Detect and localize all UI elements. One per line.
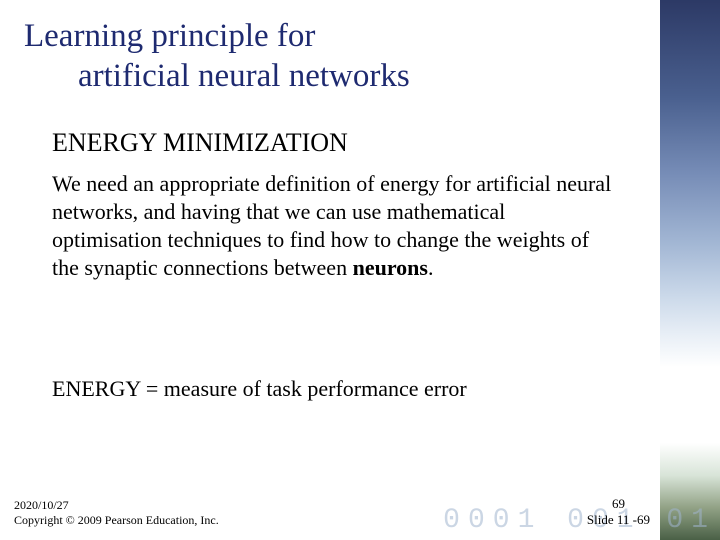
body-bold: neurons — [353, 255, 428, 280]
footer-slide-ref: Slide 11 -69 — [587, 512, 650, 528]
footer-page-number: 69 — [587, 496, 650, 512]
title-line-2: artificial neural networks — [24, 56, 624, 96]
body-pre: We need an appropriate definition of ene… — [52, 171, 611, 280]
title-line-1: Learning principle for — [24, 18, 315, 54]
body-post: . — [428, 255, 434, 280]
footer-date: 2020/10/27 — [14, 498, 219, 513]
body-paragraph: We need an appropriate definition of ene… — [52, 170, 617, 282]
slide-title: Learning principle for artificial neural… — [24, 16, 624, 96]
equation-line: ENERGY = measure of task performance err… — [52, 376, 612, 402]
footer-left: 2020/10/27 Copyright © 2009 Pearson Educ… — [14, 498, 219, 528]
footer-copyright: Copyright © 2009 Pearson Education, Inc. — [14, 513, 219, 528]
background-strip — [660, 0, 720, 540]
footer-right: 69 Slide 11 -69 — [587, 496, 650, 528]
slide: 0001 001 01 Learning principle for artif… — [0, 0, 720, 540]
subheading: ENERGY MINIMIZATION — [52, 128, 612, 158]
